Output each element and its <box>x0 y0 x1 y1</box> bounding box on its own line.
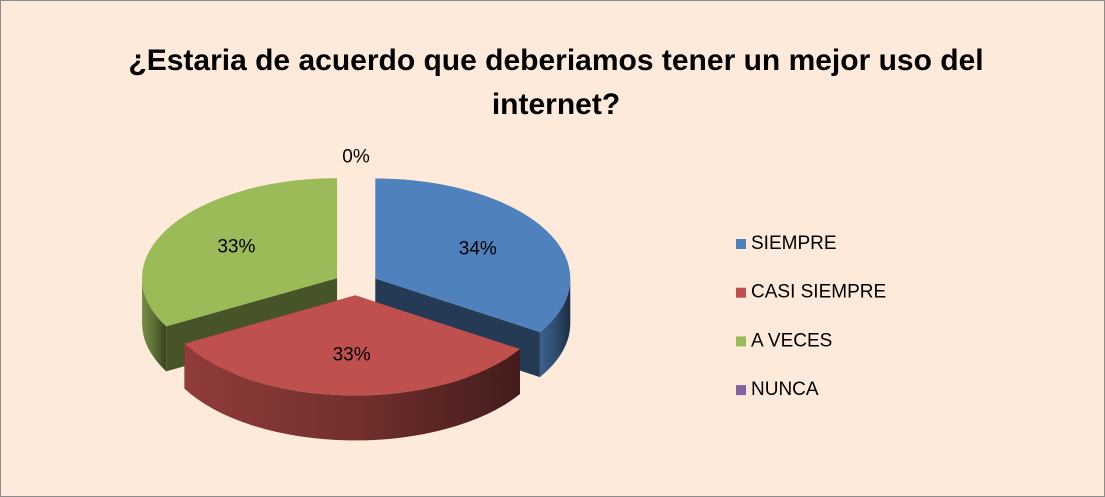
legend-swatch <box>736 336 746 347</box>
legend-swatch <box>736 239 746 249</box>
data-label: 33% <box>333 344 371 365</box>
slice-wall <box>142 278 167 372</box>
slice-wall <box>184 343 520 441</box>
slice-top <box>375 178 571 333</box>
data-label: 34% <box>459 239 497 260</box>
legend-label: A VECES <box>751 330 832 351</box>
slice-top <box>184 295 520 396</box>
data-label: 0% <box>342 147 370 168</box>
slice-wall <box>539 278 571 378</box>
slice-top <box>142 178 338 327</box>
legend-label: NUNCA <box>751 379 819 400</box>
legend-swatch <box>736 385 746 396</box>
legend-label: SIEMPRE <box>751 233 837 254</box>
pie-slice <box>184 295 520 441</box>
chart-title: ¿Estaria de acuerdo que deberiamos tener… <box>128 44 984 121</box>
legend-swatch <box>736 287 746 298</box>
legend-label: CASI SIEMPRE <box>751 282 886 303</box>
data-label: 33% <box>217 237 255 258</box>
